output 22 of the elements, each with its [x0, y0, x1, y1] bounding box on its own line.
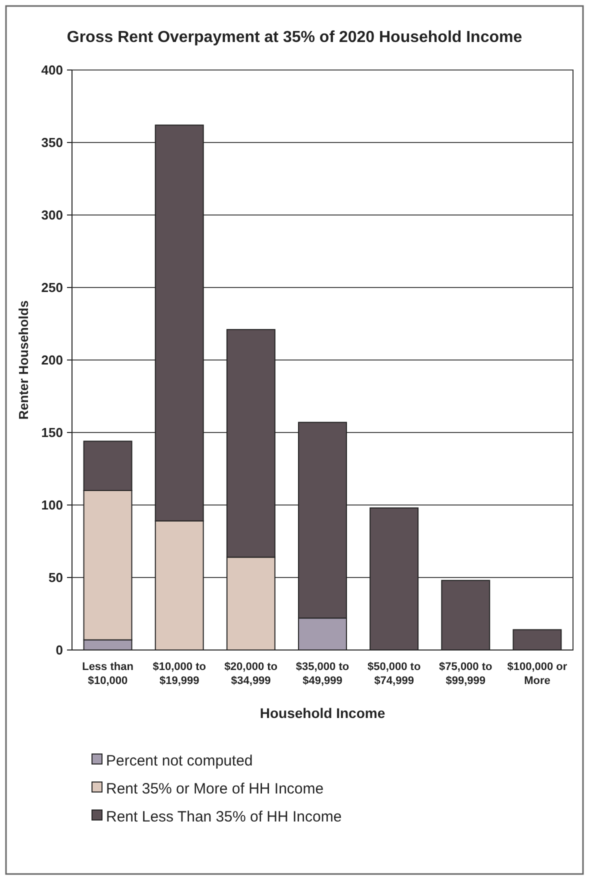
x-tick-label: $100,000 or More [507, 661, 568, 687]
y-tick-label: 150 [41, 425, 63, 440]
legend-label: Percent not computed [106, 752, 253, 770]
y-tick-label: 100 [41, 498, 63, 513]
x-tick-label: $50,000 to $74,999 [367, 661, 421, 687]
x-tick-label: $75,000 to $99,999 [439, 661, 493, 687]
y-tick-label: 0 [56, 642, 63, 658]
x-axis-title: Household Income [260, 705, 386, 721]
y-axis-title: Renter Households [16, 300, 31, 420]
legend-label: Rent Less Than 35% of HH Income [106, 808, 342, 826]
x-tick-label: $20,000 to $34,999 [224, 661, 278, 687]
y-tick-label: 300 [41, 208, 63, 223]
y-tick-label: 350 [41, 135, 63, 150]
x-tick-label: Less than $10,000 [82, 661, 134, 687]
y-tick-label: 200 [41, 352, 63, 368]
y-tick-label: 250 [41, 280, 63, 296]
legend-label: Rent 35% or More of HH Income [106, 780, 324, 798]
y-tick-label: 50 [48, 570, 63, 586]
y-tick-label: 400 [41, 62, 63, 78]
x-tick-label: $10,000 to $19,999 [152, 661, 206, 687]
chart-title: Gross Rent Overpayment at 35% of 2020 Household Income [66, 29, 522, 46]
x-tick-label: $35,000 to $49,999 [296, 661, 350, 687]
